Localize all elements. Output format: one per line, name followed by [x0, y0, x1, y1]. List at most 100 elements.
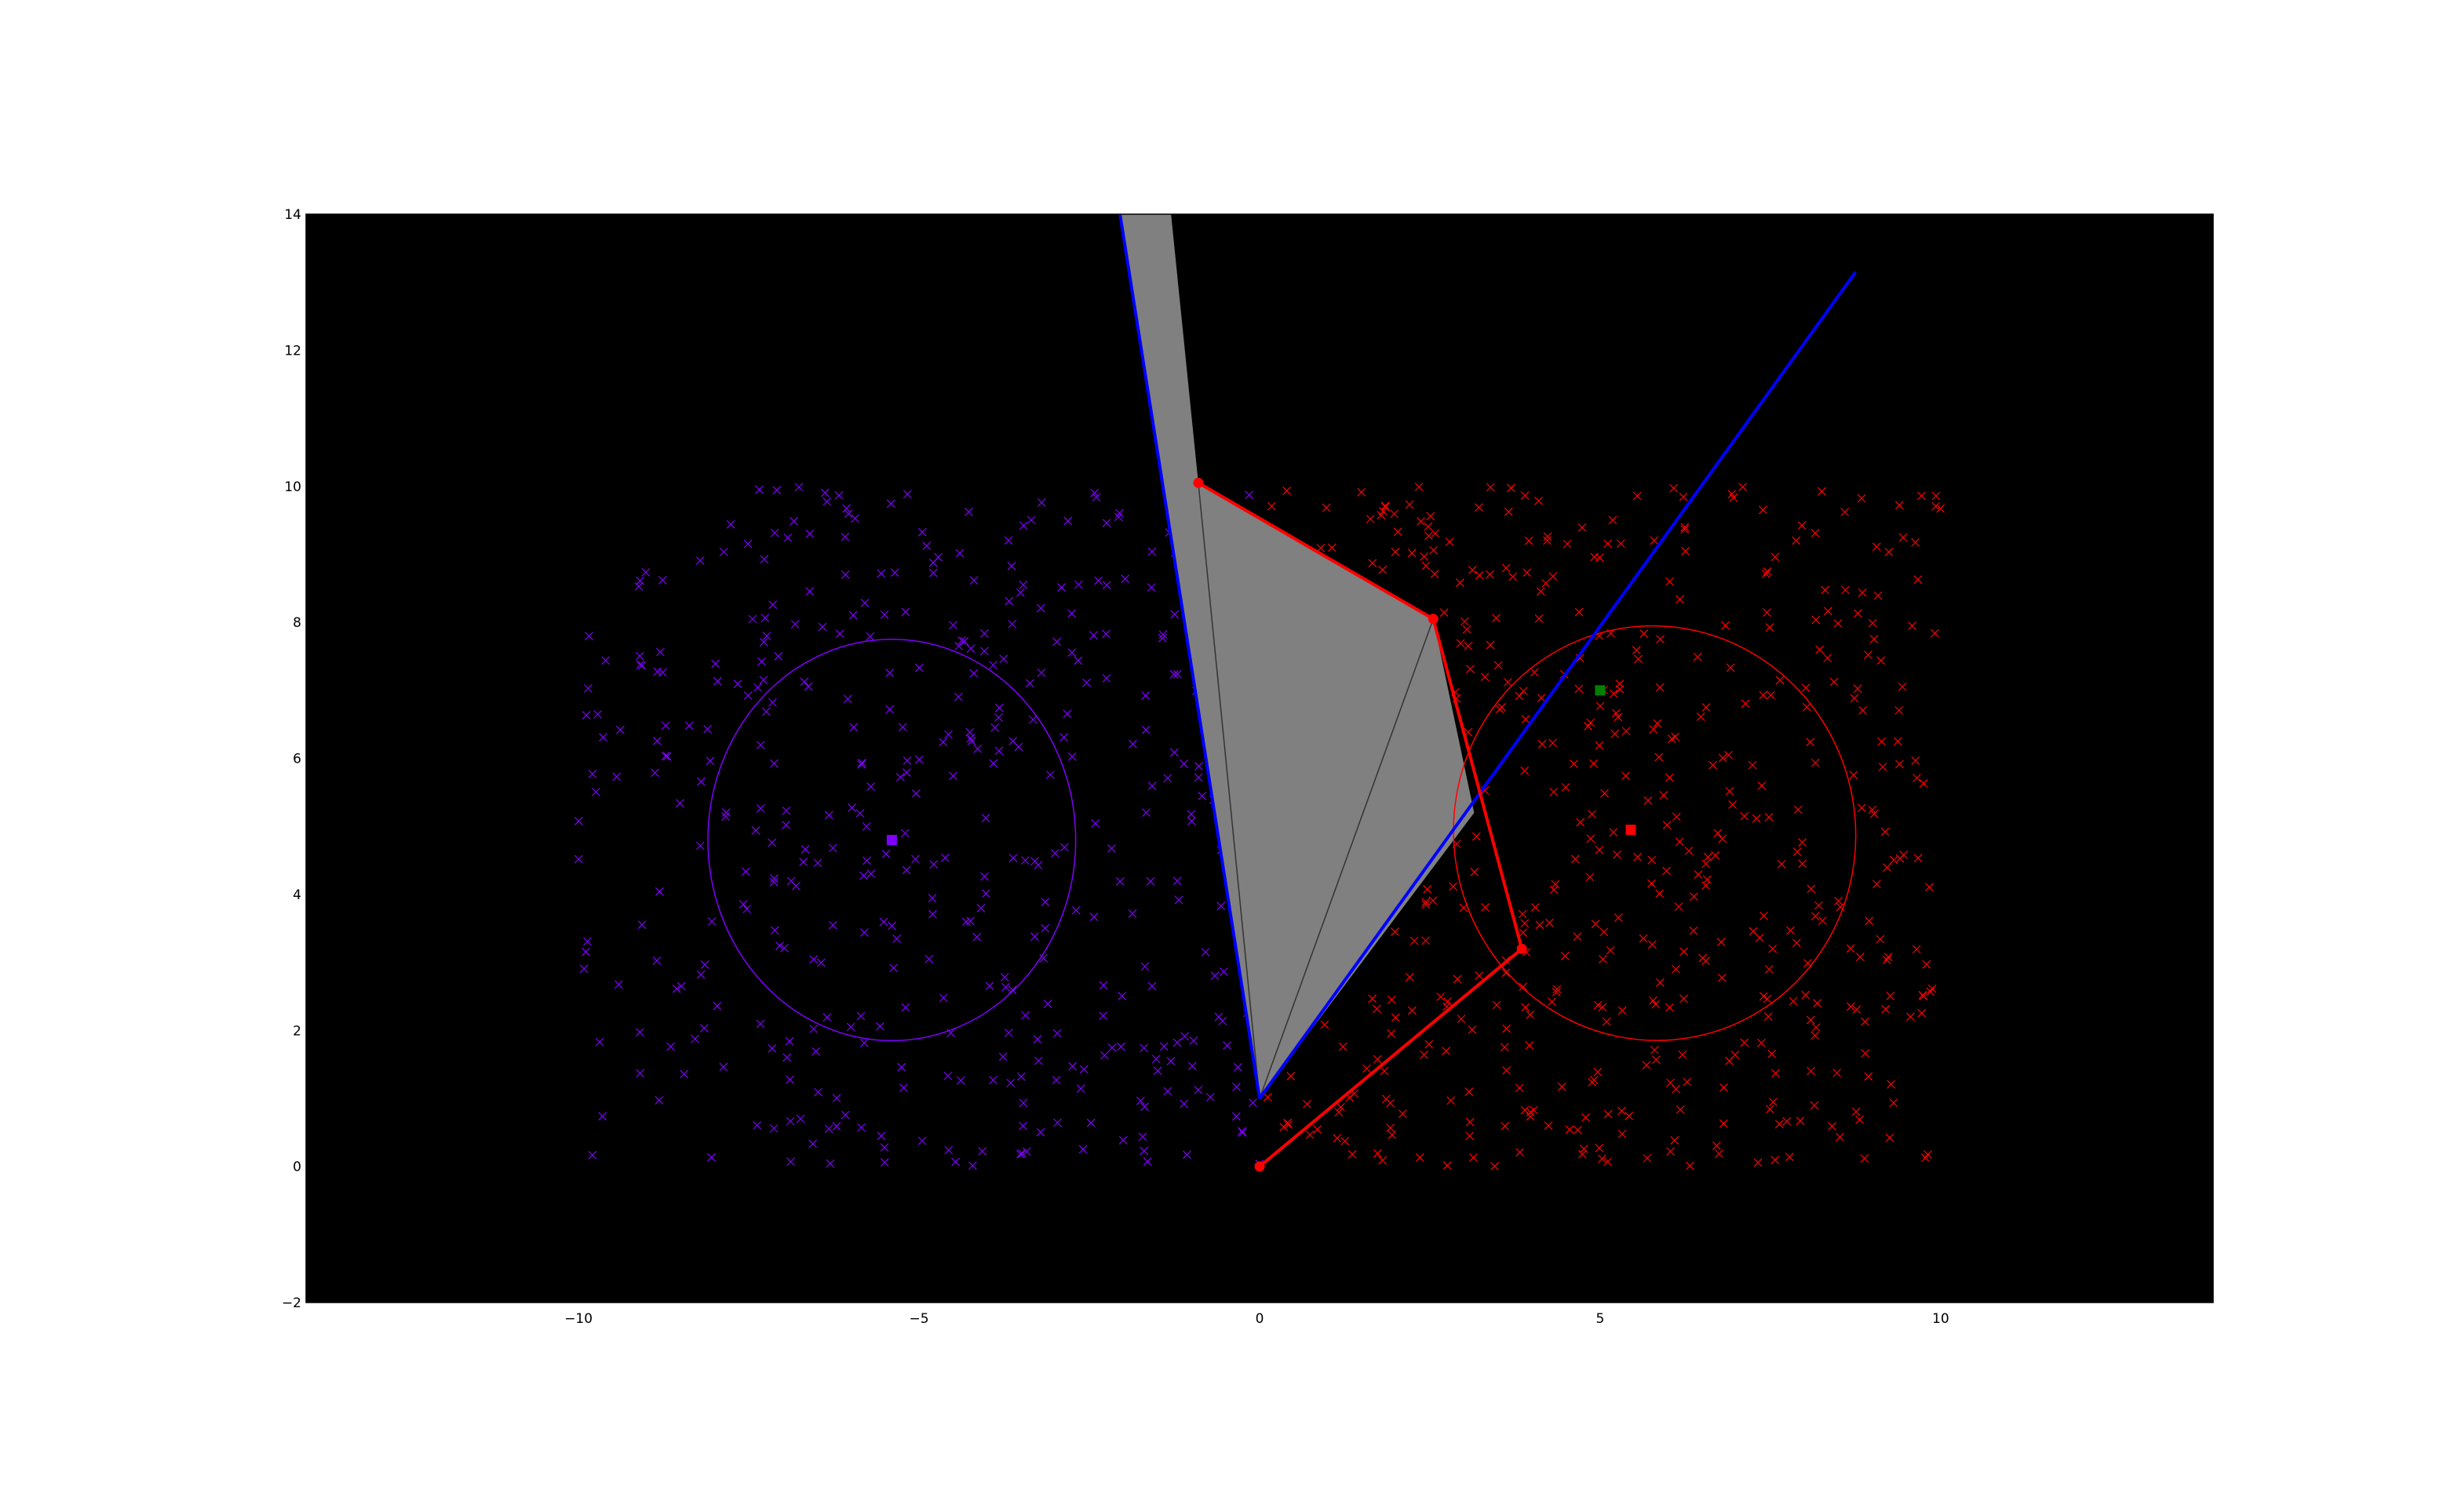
scatter-point: [1895, 854, 1905, 863]
scatter-point: [1654, 752, 1664, 762]
scatter-point: [966, 734, 976, 743]
scatter-point: [1857, 803, 1866, 813]
scatter-point: [680, 1069, 689, 1079]
scatter-point: [1187, 810, 1196, 819]
scatter-point: [1548, 738, 1557, 748]
scatter-point: [811, 1047, 821, 1056]
scatter-point: [1853, 609, 1862, 618]
scatter-point: [1913, 773, 1921, 782]
scatter-point: [1008, 986, 1017, 994]
plot-content: [574, 214, 1945, 1172]
scatter-point: [1001, 982, 1010, 992]
scatter-point: [1595, 845, 1604, 854]
scatter-point: [1727, 490, 1737, 499]
scatter-point: [968, 1161, 977, 1170]
scatter-point: [768, 600, 778, 610]
scatter-point: [954, 641, 964, 650]
scatter-point: [929, 860, 939, 869]
scatter-point: [886, 499, 895, 508]
scatter-point: [914, 755, 924, 764]
scatter-point: [1380, 502, 1390, 512]
scatter-point: [1823, 654, 1833, 663]
scatter-point: [1391, 1013, 1400, 1022]
scatter-point: [1102, 581, 1111, 590]
scatter-point: [966, 644, 976, 653]
scatter-point: [1421, 561, 1431, 570]
scatter-point: [1689, 926, 1698, 935]
scatter-point: [1876, 656, 1886, 665]
scatter-point: [1806, 1015, 1815, 1025]
scatter-point: [1480, 672, 1490, 682]
scatter-point: [1860, 1154, 1869, 1163]
scatter-point: [1701, 703, 1711, 712]
scatter-point: [1793, 805, 1803, 814]
scatter-point: [1777, 860, 1786, 869]
scatter-point: [1008, 619, 1017, 628]
scatter-point: [1194, 761, 1203, 771]
scatter-point: [1390, 927, 1399, 936]
scatter-point: [1543, 536, 1552, 545]
scatter-point: [1670, 1135, 1679, 1145]
scatter-point: [1008, 737, 1018, 745]
scatter-point: [1603, 539, 1613, 548]
scatter-point: [1801, 683, 1811, 693]
scatter-point: [1551, 880, 1560, 889]
scatter-point: [1163, 774, 1172, 783]
scatter-point: [1613, 850, 1622, 859]
scatter-point: [585, 632, 593, 641]
scatter-point: [1059, 733, 1069, 742]
scatter-point: [1689, 892, 1698, 902]
centroid-marker-0: [886, 835, 897, 846]
y-tick-label: 4: [293, 887, 301, 903]
scatter-point: [775, 942, 784, 950]
scatter-point: [848, 803, 857, 812]
scatter-point: [1198, 791, 1207, 800]
scatter-point: [1586, 834, 1595, 843]
y-tick-label: −2: [282, 1295, 301, 1311]
scatter-point: [1565, 1125, 1574, 1135]
scatter-point: [1701, 859, 1711, 869]
scatter-point: [1503, 678, 1512, 687]
scatter-point: [1726, 663, 1735, 672]
scatter-point: [1205, 1092, 1215, 1102]
scatter-point: [1717, 973, 1727, 982]
scatter-point: [961, 917, 971, 927]
scatter-point: [1445, 537, 1454, 547]
scatter-point: [1758, 505, 1767, 515]
scatter-point: [1146, 876, 1155, 886]
scatter-point: [1457, 1015, 1466, 1023]
scatter-point: [1147, 982, 1157, 991]
scatter-point: [1515, 1084, 1524, 1093]
scatter-point: [885, 705, 895, 714]
scatter-point: [636, 660, 645, 669]
scatter-point: [786, 876, 796, 886]
scatter-point: [636, 576, 645, 585]
scatter-point: [774, 652, 783, 661]
scatter-point: [1846, 1002, 1855, 1011]
scatter-point: [742, 905, 752, 914]
scatter-point: [1166, 1057, 1176, 1066]
scatter-point: [1606, 945, 1615, 955]
scatter-point: [820, 488, 830, 497]
scatter-point: [583, 683, 593, 693]
scatter-point: [1595, 1143, 1604, 1153]
blue-line-1: [1258, 271, 1857, 1100]
scatter-point: [1846, 944, 1855, 953]
scatter-point: [1520, 1106, 1530, 1115]
scatter-point: [1655, 889, 1664, 898]
scatter-point: [979, 647, 989, 656]
scatter-point: [1887, 1080, 1896, 1089]
scatter-point: [855, 809, 865, 818]
scatter-point: [1774, 1120, 1784, 1129]
scatter-point: [928, 568, 938, 577]
scatter-point: [1652, 1055, 1661, 1064]
scatter-point: [1651, 1000, 1661, 1009]
scatter-point: [1595, 741, 1604, 750]
scatter-point: [696, 777, 706, 786]
scatter-point: [1609, 828, 1618, 837]
scatter-point: [786, 1075, 795, 1084]
scatter-point: [1140, 1102, 1149, 1111]
scatter-point: [856, 1011, 866, 1021]
scatter-point: [1421, 898, 1431, 907]
